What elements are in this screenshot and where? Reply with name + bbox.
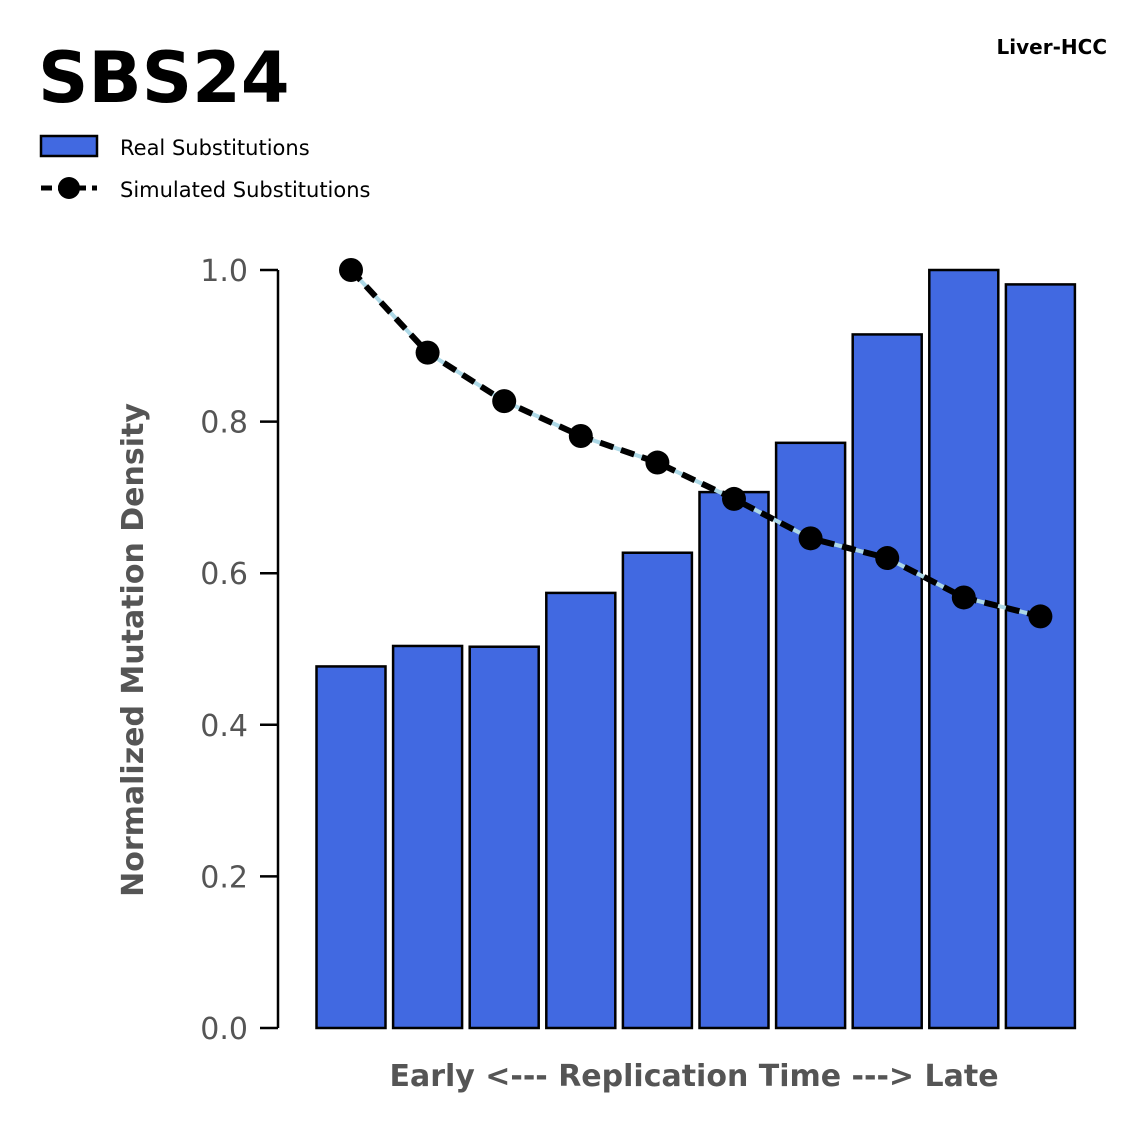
legend-marker-simulated bbox=[58, 177, 80, 199]
chart-subtitle: Liver-HCC bbox=[997, 35, 1107, 59]
simulated-point-5 bbox=[645, 450, 670, 475]
simulated-point-2 bbox=[415, 340, 440, 365]
y-tick-label: 0.6 bbox=[200, 557, 248, 592]
simulated-line bbox=[348, 267, 1042, 620]
simulated-point-1 bbox=[339, 258, 363, 282]
y-tick-label: 0.2 bbox=[200, 860, 248, 895]
simulated-point-7 bbox=[798, 526, 823, 551]
simulated-point-6 bbox=[722, 486, 746, 511]
simulated-point-3 bbox=[492, 389, 517, 414]
simulated-point-10 bbox=[1028, 604, 1053, 629]
bar-real-8 bbox=[851, 333, 923, 1030]
y-axis: 0.0 0.2 0.4 0.6 0.8 1.0 bbox=[200, 254, 280, 1047]
bar-real-5 bbox=[621, 551, 694, 1030]
y-axis-label: Normalized Mutation Density bbox=[116, 403, 151, 897]
bar-series bbox=[315, 268, 1077, 1030]
legend-label-simulated: Simulated Substitutions bbox=[120, 178, 370, 202]
simulated-point-8 bbox=[875, 546, 900, 571]
bar-real-4 bbox=[545, 591, 617, 1030]
y-tick-label: 0.0 bbox=[200, 1012, 248, 1047]
y-tick-label: 1.0 bbox=[200, 254, 248, 289]
simulated-point-4 bbox=[568, 424, 593, 449]
line-series bbox=[339, 258, 1053, 629]
legend: Real Substitutions Simulated Substitutio… bbox=[39, 134, 370, 202]
bar-real-3 bbox=[468, 645, 540, 1030]
bar-real-2 bbox=[391, 644, 464, 1030]
chart-title: SBS24 bbox=[38, 37, 290, 119]
y-tick-label: 0.4 bbox=[200, 709, 248, 744]
legend-swatch-real bbox=[39, 134, 99, 158]
x-axis-label: Early <--- Replication Time ---> Late bbox=[389, 1059, 998, 1094]
y-tick-label: 0.8 bbox=[200, 406, 248, 441]
bar-real-9 bbox=[928, 268, 1000, 1030]
bar-real-10 bbox=[1004, 283, 1077, 1030]
bar-real-6 bbox=[698, 490, 770, 1030]
simulated-point-9 bbox=[951, 585, 976, 610]
bar-real-1 bbox=[315, 665, 387, 1030]
legend-label-real: Real Substitutions bbox=[120, 136, 310, 160]
